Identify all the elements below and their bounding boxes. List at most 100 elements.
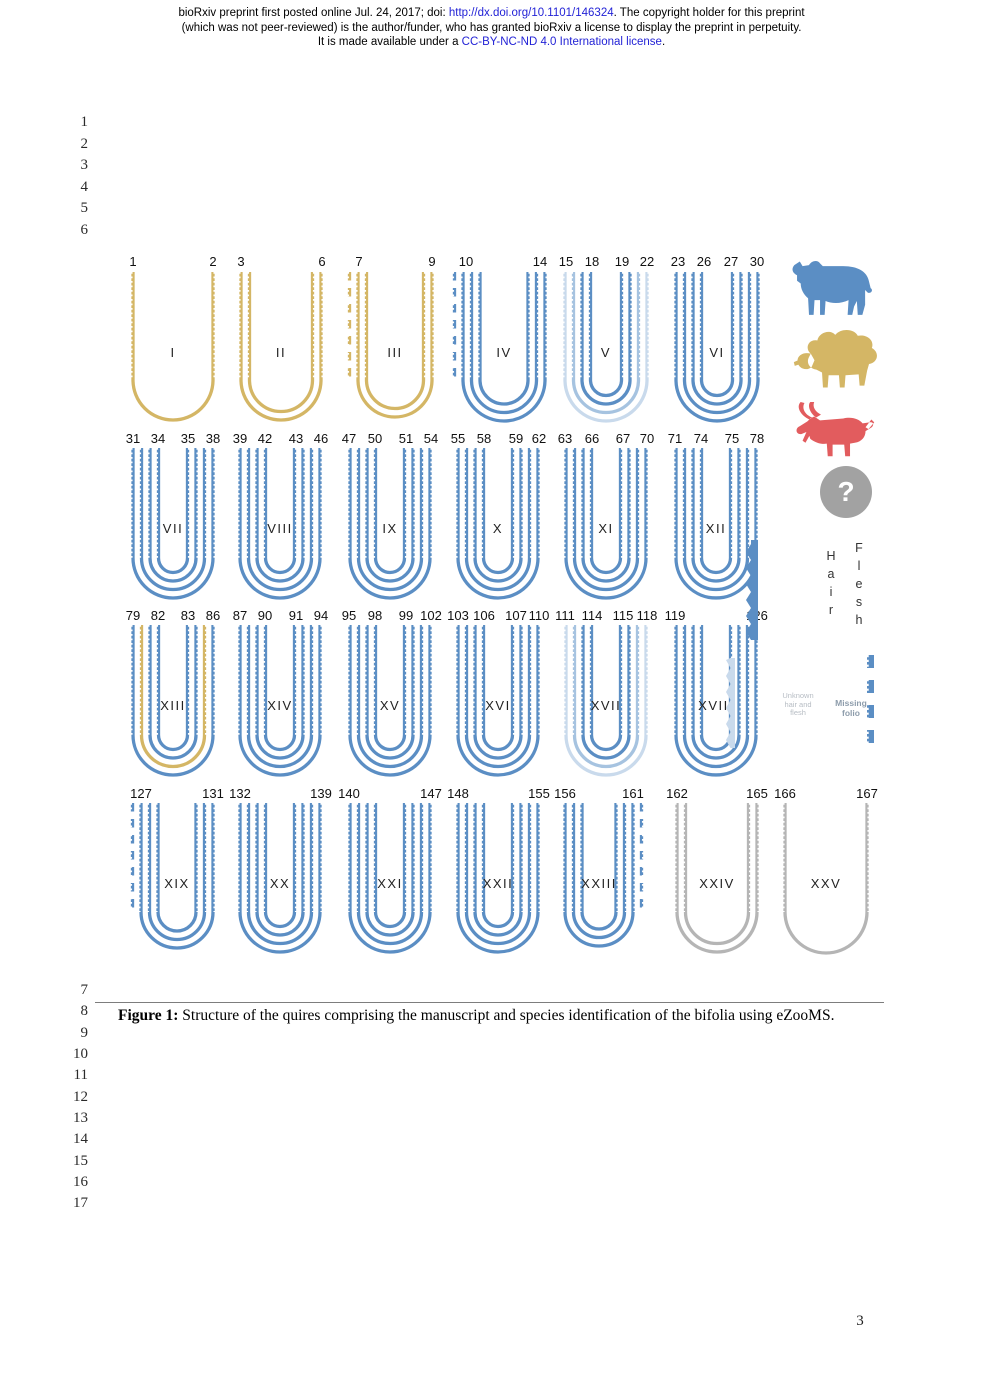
missing-folio-label: Missing folio xyxy=(835,698,867,718)
bifolium-arc xyxy=(563,272,649,423)
folio-number: 26 xyxy=(697,254,711,269)
bifolium-arc xyxy=(456,625,540,777)
quire-XI: 63 66 67 70 XI xyxy=(558,431,654,600)
bifolium-arc xyxy=(148,625,198,760)
bifolium-arc xyxy=(691,272,743,406)
bifolium-arc xyxy=(131,625,215,777)
bifolium-arc xyxy=(148,448,198,583)
quire-XVII: 111 114 115 118 XVII xyxy=(555,608,657,777)
bifolium-arc xyxy=(571,803,627,940)
bifolium-arc xyxy=(365,625,415,760)
bifolium-arc xyxy=(156,803,198,933)
line-number: 14 xyxy=(73,1131,88,1148)
quire-label: VIII xyxy=(267,521,293,536)
folio-number: 165 xyxy=(746,786,768,801)
quire-XIV: 87 90 91 94 XIV xyxy=(233,608,328,777)
bioRxiv-header: bioRxiv preprint first posted online Jul… xyxy=(0,6,983,50)
folio-number: 50 xyxy=(368,431,382,446)
bifolium-arc xyxy=(348,448,432,600)
bifolium-arc xyxy=(580,803,618,931)
bifolium-arc xyxy=(478,272,530,406)
bifolium-arc xyxy=(564,448,648,600)
bifolium-arc xyxy=(456,448,540,600)
header-text: bioRxiv preprint first posted online Jul… xyxy=(178,7,449,19)
doi-link[interactable]: http://dx.doi.org/10.1101/146324 xyxy=(448,7,614,19)
header-line-3: It is made available under a CC-BY-NC-ND… xyxy=(0,35,983,50)
folio-number: 110 xyxy=(529,608,550,623)
folio-number: 47 xyxy=(342,431,356,446)
folio-number: 62 xyxy=(532,431,546,446)
quire-XIX: 127 131 XIX xyxy=(130,786,224,950)
folio-number: 35 xyxy=(181,431,195,446)
folio-number: 78 xyxy=(750,431,764,446)
bifolium-arc xyxy=(373,803,407,929)
quire-label: VI xyxy=(709,345,724,360)
caption-divider xyxy=(95,1002,884,1003)
bifolium-arc xyxy=(364,272,426,411)
line-number: 13 xyxy=(73,1110,88,1127)
bifolium-arc xyxy=(238,803,322,954)
quire-label: III xyxy=(387,345,402,360)
bifolium-arc xyxy=(356,803,424,946)
bifolium-arc xyxy=(365,448,415,583)
quire-XXI: 140 147 XXI xyxy=(338,786,442,954)
quire-XXII: 148 155 XXII xyxy=(447,786,550,954)
bifolium-arc xyxy=(139,625,207,769)
bifolium-arc xyxy=(365,803,415,937)
bifolium-arc xyxy=(564,625,648,777)
license-link[interactable]: CC-BY-NC-ND 4.0 International license xyxy=(461,36,662,48)
bifolium-arc xyxy=(783,803,869,955)
folio-number: 106 xyxy=(473,608,495,623)
quire-XXV: 166 167 XXV xyxy=(774,786,878,955)
quire-label: XVIII xyxy=(698,698,734,713)
bifolium-arc xyxy=(571,272,641,415)
quire-VII: 31 34 35 38 VII xyxy=(126,431,220,600)
folio-number: 147 xyxy=(420,786,442,801)
bifolium-arc xyxy=(348,625,432,777)
figure-caption: Figure 1: Structure of the quires compri… xyxy=(118,1005,880,1027)
question-mark: ? xyxy=(837,476,855,507)
folio-number: 2 xyxy=(209,254,216,269)
bifolium-arc xyxy=(456,803,540,954)
line-number: 9 xyxy=(80,1024,89,1041)
bifolium-arc xyxy=(473,448,523,583)
line-number: 1 xyxy=(80,114,89,130)
folio-number: 27 xyxy=(724,254,738,269)
header-text: . xyxy=(661,36,666,48)
bifolium-arc xyxy=(246,803,314,946)
bifolium-arc xyxy=(589,448,623,575)
bifolium-arc xyxy=(473,625,523,760)
bifolium-arc xyxy=(131,272,215,422)
bifolium-arc xyxy=(461,272,547,423)
line-number: 2 xyxy=(80,135,89,152)
folio-number: 43 xyxy=(289,431,303,446)
bifolium-arc xyxy=(373,448,407,575)
folio-number: 34 xyxy=(151,431,165,446)
folio-number: 9 xyxy=(428,254,435,269)
bifolium-arc xyxy=(356,448,424,592)
bifolium-arc xyxy=(674,625,758,777)
line-numbers-top: 1 2 3 4 5 6 xyxy=(58,112,89,242)
bifolium-arc xyxy=(373,625,407,752)
folio-number: 161 xyxy=(622,786,644,801)
quire-VI: 23 26 27 30 VI xyxy=(671,254,764,423)
folio-number: 3 xyxy=(237,254,244,269)
bifolium-arc xyxy=(699,448,733,575)
bifolium-arc xyxy=(139,448,207,592)
bifolium-arc xyxy=(589,625,623,752)
folio-number: 111 xyxy=(555,608,575,623)
bifolium-arc xyxy=(675,803,759,954)
folio-number: 86 xyxy=(206,608,220,623)
folio-number: 58 xyxy=(477,431,491,446)
bifolium-arc xyxy=(464,803,532,946)
header-text: It is made available under a xyxy=(317,36,462,48)
bifolium-arc xyxy=(246,448,314,592)
page-number: 3 xyxy=(856,1313,864,1329)
folio-number: 102 xyxy=(420,608,442,623)
quire-XIII: 79 82 83 86 XIII xyxy=(126,608,220,777)
bifolium-arc xyxy=(348,803,432,954)
quire-XVI: 103 106 107 110 XVI xyxy=(447,608,550,777)
line-number: 3 xyxy=(80,157,89,174)
